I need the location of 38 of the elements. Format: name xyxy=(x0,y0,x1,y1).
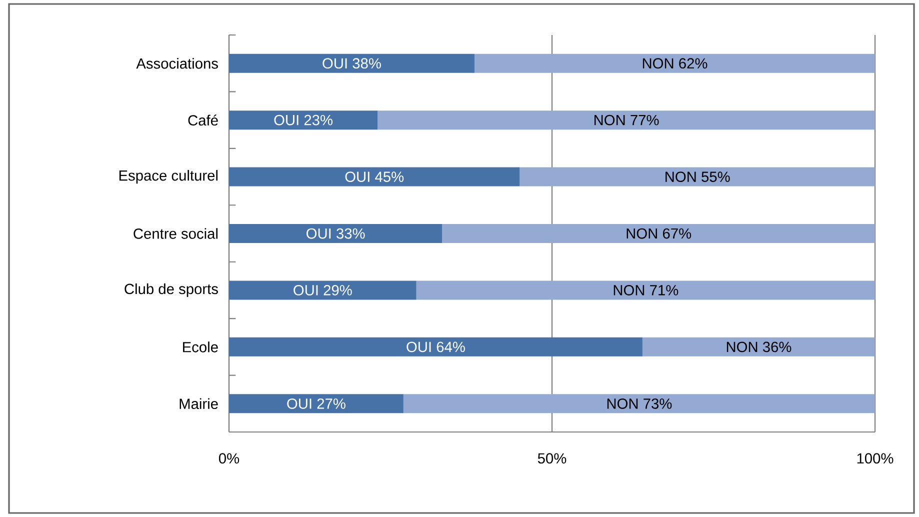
bar xyxy=(229,337,642,356)
bar xyxy=(229,54,474,73)
bar xyxy=(642,337,876,356)
bar xyxy=(403,394,876,414)
bar xyxy=(416,280,876,300)
bar xyxy=(229,167,520,186)
y-tick-label: Espace culturel xyxy=(119,170,218,184)
bar xyxy=(520,167,876,186)
y-tick-label: Centre social xyxy=(134,228,218,239)
x-tick-label: 0% xyxy=(218,453,240,464)
data-label: NON 71% xyxy=(614,285,678,296)
data-label: OUI 27% xyxy=(287,398,346,409)
bar xyxy=(442,224,876,243)
data-label: NON 67% xyxy=(626,228,692,239)
bar xyxy=(229,224,442,243)
data-label: OUI 64% xyxy=(406,342,465,352)
x-tick-label: 50% xyxy=(538,453,566,464)
data-label: OUI 45% xyxy=(345,172,404,182)
data-label: NON 62% xyxy=(642,58,708,69)
data-label: OUI 38% xyxy=(322,58,381,69)
y-tick-label: Ecole xyxy=(183,342,218,352)
data-label: NON 36% xyxy=(726,342,792,352)
bar xyxy=(474,54,876,73)
y-tick-label: Associations xyxy=(136,58,218,69)
bar xyxy=(229,394,404,414)
y-tick-label: Club de sports xyxy=(124,283,218,298)
data-label: NON 77% xyxy=(594,114,659,126)
data-label: OUI 33% xyxy=(306,228,365,239)
data-label: NON 55% xyxy=(666,172,730,182)
x-tick-label: 100% xyxy=(857,453,894,464)
bar xyxy=(229,280,416,300)
bar xyxy=(378,110,876,130)
y-tick-label: Café xyxy=(188,114,218,126)
data-label: NON 73% xyxy=(607,398,672,409)
y-tick-label: Mairie xyxy=(180,398,218,410)
data-label: OUI 29% xyxy=(294,285,352,296)
bar xyxy=(229,110,378,130)
data-label: OUI 23% xyxy=(274,114,332,126)
